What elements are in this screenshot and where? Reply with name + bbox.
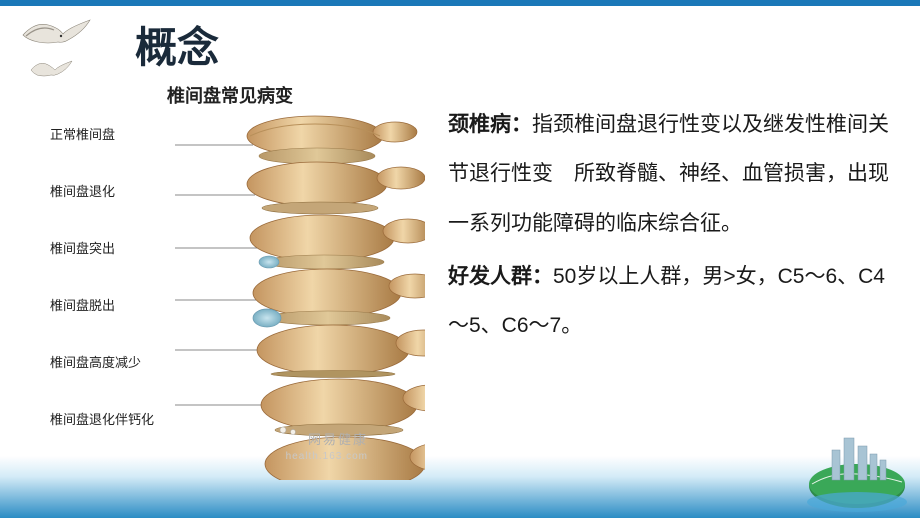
- top-accent-bar: [0, 0, 920, 6]
- label-height-loss: 椎间盘高度减少: [50, 352, 180, 371]
- label-extrusion: 椎间盘脱出: [50, 295, 180, 314]
- label-calcification: 椎间盘退化伴钙化: [50, 409, 180, 428]
- spine-illustration: [175, 110, 425, 480]
- label-protrusion: 椎间盘突出: [50, 238, 180, 257]
- watermark-url: health.163.com: [286, 451, 368, 462]
- lead-population: 好发人群：: [448, 265, 553, 288]
- lead-definition: 颈椎病：: [448, 113, 532, 136]
- diagram-labels: 正常椎间盘 椎间盘退化 椎间盘突出 椎间盘脱出 椎间盘高度减少 椎间盘退化伴钙化: [50, 124, 180, 466]
- paragraph-population: 好发人群：50岁以上人群，男>女，C5～6、C4～5、C6～7。: [448, 252, 898, 351]
- page-title: 概念: [135, 14, 219, 75]
- seagull-small-icon: [28, 55, 76, 85]
- watermark-text: 网易健康: [308, 429, 368, 448]
- label-normal: 正常椎间盘: [50, 124, 180, 143]
- diagram-heading: 椎间盘常见病变: [30, 82, 430, 108]
- paragraph-definition: 颈椎病：指颈椎间盘退行性变以及继发性椎间关节退行性变 所致脊髓、神经、血管损害，…: [448, 100, 898, 248]
- corner-decoration-icon: [802, 424, 912, 514]
- diagram-body: 正常椎间盘 椎间盘退化 椎间盘突出 椎间盘脱出 椎间盘高度减少 椎间盘退化伴钙化: [30, 114, 430, 474]
- seagull-large-icon: [18, 10, 98, 60]
- body-text: 颈椎病：指颈椎间盘退行性变以及继发性椎间关节退行性变 所致脊髓、神经、血管损害，…: [448, 100, 898, 355]
- label-degeneration: 椎间盘退化: [50, 181, 180, 200]
- spine-diagram: 椎间盘常见病变 正常椎间盘 椎间盘退化 椎间盘突出 椎间盘脱出 椎间盘高度减少 …: [30, 82, 430, 482]
